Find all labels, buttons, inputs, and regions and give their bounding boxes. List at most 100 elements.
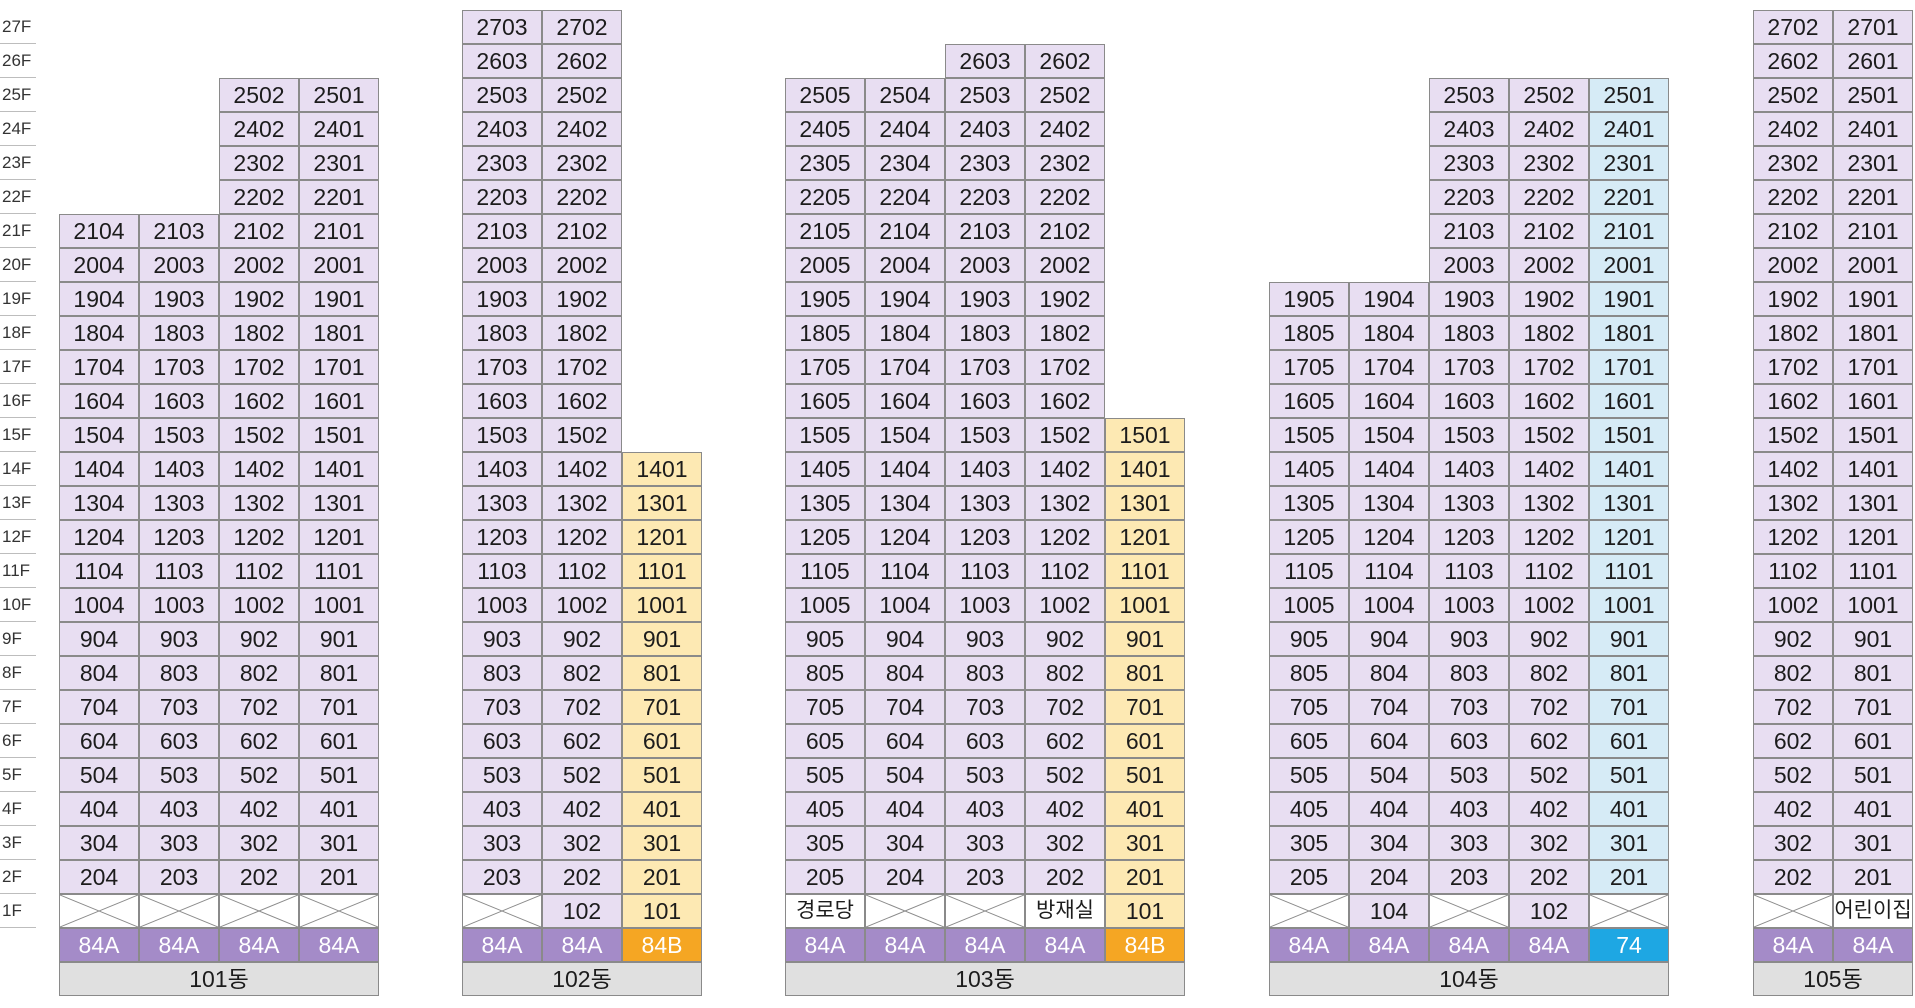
unit-cell: 2103 xyxy=(1429,214,1509,248)
unit-cell: 1203 xyxy=(462,520,542,554)
unit-cell: 2703 xyxy=(462,10,542,44)
unit-cell: 101 xyxy=(622,894,702,928)
empty-cell-x-icon xyxy=(1753,894,1833,928)
unit-cell: 503 xyxy=(462,758,542,792)
unit-cell: 302 xyxy=(1025,826,1105,860)
unit-cell: 1605 xyxy=(785,384,865,418)
unit-cell: 1103 xyxy=(1429,554,1509,588)
unit-cell: 2203 xyxy=(462,180,542,214)
unit-cell: 1305 xyxy=(1269,486,1349,520)
unit-cell: 1001 xyxy=(1105,588,1185,622)
unit-cell: 1402 xyxy=(1753,452,1833,486)
unit-cell: 401 xyxy=(1105,792,1185,826)
unit-cell: 701 xyxy=(1833,690,1913,724)
unit-cell: 2103 xyxy=(945,214,1025,248)
floor-label-26f: 26F xyxy=(0,44,36,78)
unit-cell: 804 xyxy=(865,656,945,690)
unit-cell: 2203 xyxy=(945,180,1025,214)
unit-cell: 1702 xyxy=(1753,350,1833,384)
unit-cell: 1802 xyxy=(1509,316,1589,350)
unit-cell: 1904 xyxy=(1349,282,1429,316)
floor-label-6f: 6F xyxy=(0,724,36,758)
unit-cell: 805 xyxy=(1269,656,1349,690)
unit-cell: 203 xyxy=(462,860,542,894)
unit-cell: 1403 xyxy=(1429,452,1509,486)
unit-cell: 704 xyxy=(1349,690,1429,724)
unit-cell: 2104 xyxy=(59,214,139,248)
unit-cell: 1003 xyxy=(462,588,542,622)
unit-cell: 904 xyxy=(865,622,945,656)
unit-cell: 1802 xyxy=(219,316,299,350)
empty-cell-x-icon xyxy=(59,894,139,928)
unit-cell: 2405 xyxy=(785,112,865,146)
unit-cell: 201 xyxy=(1105,860,1185,894)
unit-cell: 2001 xyxy=(1833,248,1913,282)
unit-cell: 1905 xyxy=(1269,282,1349,316)
unit-cell: 1901 xyxy=(299,282,379,316)
unit-cell: 1302 xyxy=(1753,486,1833,520)
unit-cell: 2102 xyxy=(1753,214,1833,248)
unit-cell: 1202 xyxy=(219,520,299,554)
unit-cell: 204 xyxy=(865,860,945,894)
unit-cell: 2502 xyxy=(219,78,299,112)
unit-cell: 1802 xyxy=(1753,316,1833,350)
unit-cell: 1405 xyxy=(1269,452,1349,486)
unit-cell: 802 xyxy=(1509,656,1589,690)
unit-cell: 2403 xyxy=(462,112,542,146)
unit-cell: 2601 xyxy=(1833,44,1913,78)
unit-cell: 301 xyxy=(1105,826,1185,860)
unit-cell: 501 xyxy=(1833,758,1913,792)
unit-cell: 404 xyxy=(865,792,945,826)
floor-label-20f: 20F xyxy=(0,248,36,282)
unit-cell: 801 xyxy=(1589,656,1669,690)
unit-cell: 2401 xyxy=(1589,112,1669,146)
unit-cell: 702 xyxy=(542,690,622,724)
unit-cell: 2602 xyxy=(542,44,622,78)
unit-cell: 2102 xyxy=(1025,214,1105,248)
unit-cell: 2503 xyxy=(1429,78,1509,112)
unit-cell: 2504 xyxy=(865,78,945,112)
unit-cell: 1102 xyxy=(219,554,299,588)
unit-cell: 1104 xyxy=(1349,554,1429,588)
unit-cell: 2305 xyxy=(785,146,865,180)
unit-cell: 1502 xyxy=(1753,418,1833,452)
unit-cell: 1005 xyxy=(1269,588,1349,622)
unit-cell: 1102 xyxy=(1025,554,1105,588)
unit-cell: 304 xyxy=(59,826,139,860)
unit-cell: 904 xyxy=(1349,622,1429,656)
unit-cell: 2202 xyxy=(542,180,622,214)
unit-cell: 604 xyxy=(1349,724,1429,758)
unit-cell: 201 xyxy=(299,860,379,894)
unit-cell: 1105 xyxy=(785,554,865,588)
unit-cell: 302 xyxy=(1509,826,1589,860)
floor-label-3f: 3F xyxy=(0,826,36,860)
unit-cell: 1504 xyxy=(865,418,945,452)
unit-cell: 201 xyxy=(1833,860,1913,894)
unit-cell: 1203 xyxy=(945,520,1025,554)
unit-cell: 2402 xyxy=(219,112,299,146)
unit-cell: 2101 xyxy=(1833,214,1913,248)
unit-cell: 1503 xyxy=(1429,418,1509,452)
unit-cell: 1802 xyxy=(542,316,622,350)
unit-cell: 1804 xyxy=(59,316,139,350)
unit-cell: 2603 xyxy=(462,44,542,78)
empty-cell-x-icon xyxy=(462,894,542,928)
unit-cell: 1204 xyxy=(59,520,139,554)
unit-cell: 703 xyxy=(945,690,1025,724)
unit-cell: 102 xyxy=(1509,894,1589,928)
unit-cell: 1501 xyxy=(1589,418,1669,452)
unit-type-badge: 84B xyxy=(622,928,702,962)
unit-cell: 604 xyxy=(865,724,945,758)
unit-cell: 1401 xyxy=(1105,452,1185,486)
unit-cell: 1303 xyxy=(462,486,542,520)
unit-cell: 1903 xyxy=(945,282,1025,316)
unit-cell: 2002 xyxy=(542,248,622,282)
unit-cell: 1801 xyxy=(1589,316,1669,350)
unit-cell: 1503 xyxy=(945,418,1025,452)
unit-cell: 201 xyxy=(622,860,702,894)
unit-cell: 402 xyxy=(219,792,299,826)
unit-cell: 1002 xyxy=(1025,588,1105,622)
unit-cell: 2202 xyxy=(219,180,299,214)
unit-cell: 905 xyxy=(1269,622,1349,656)
unit-cell: 2502 xyxy=(1025,78,1105,112)
